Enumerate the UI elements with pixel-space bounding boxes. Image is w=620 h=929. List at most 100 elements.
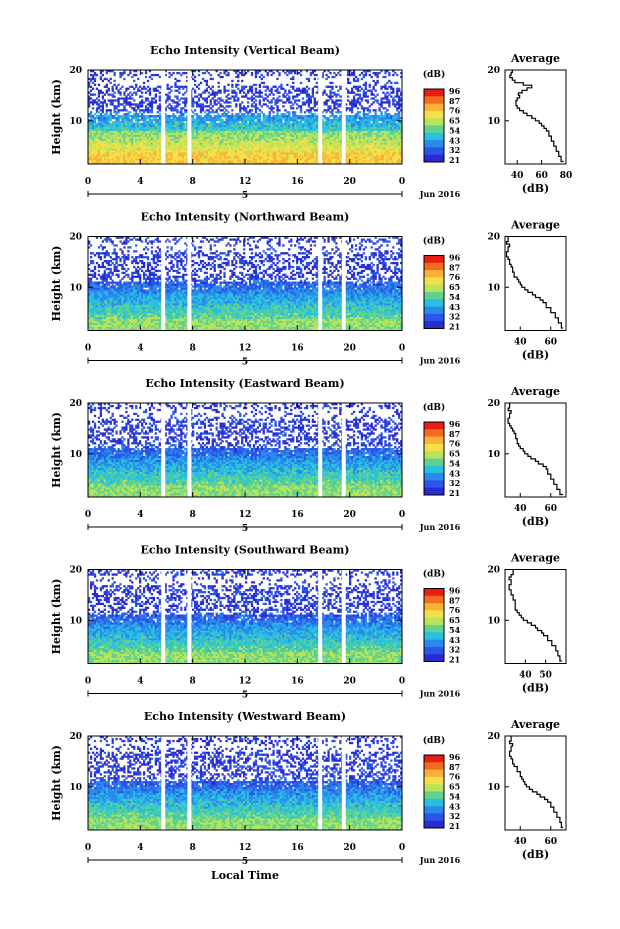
data-gap	[342, 570, 346, 664]
data-gap	[161, 403, 165, 497]
colorbar-swatch	[424, 307, 444, 315]
date-label: Jun 2016	[419, 356, 461, 366]
x-tick-label: 0	[399, 344, 405, 354]
day-marker: 5	[242, 524, 248, 534]
heatmap-cells	[88, 570, 402, 664]
heatmap-title: Echo Intensity (Vertical Beam)	[150, 44, 340, 57]
y-tick-label: 10	[487, 283, 500, 293]
colorbar-tick-label: 43	[449, 635, 461, 645]
colorbar-swatch	[424, 104, 444, 112]
x-tick-label: 12	[239, 677, 252, 687]
colorbar-tick-label: 96	[449, 419, 461, 429]
x-tick-label: 4	[137, 344, 143, 354]
y-tick-label: 20	[487, 66, 500, 76]
colorbar-swatch	[424, 784, 444, 792]
y-tick-label: 20	[69, 233, 82, 243]
heatmap-cells	[88, 403, 402, 497]
colorbar-swatch	[424, 806, 444, 814]
x-tick-label: 0	[399, 510, 405, 520]
colorbar-tick-label: 32	[449, 478, 460, 488]
x-tick-label: 50	[539, 671, 552, 681]
average-title: Average	[510, 552, 560, 565]
x-tick-label: 0	[85, 177, 91, 187]
colorbar-swatch	[424, 437, 444, 445]
date-label: Jun 2016	[419, 689, 461, 699]
colorbar-swatch	[424, 429, 444, 437]
heatmap-panel-4: Echo Intensity (Southward Beam)1020Heigh…	[50, 544, 461, 701]
y-tick-label: 10	[487, 450, 500, 460]
x-tick-label: 20	[343, 843, 356, 853]
colorbar-tick-label: 76	[449, 772, 461, 782]
average-frame	[505, 570, 566, 664]
colorbar-swatch	[424, 96, 444, 104]
heatmap-cells	[88, 736, 402, 830]
colorbar-tick-label: 32	[449, 645, 460, 655]
data-gap	[318, 70, 322, 164]
colorbar-tick-label: 21	[449, 322, 460, 332]
panels: Echo Intensity (Vertical Beam) 10 20 Height…	[50, 44, 572, 867]
average-title: Average	[510, 385, 560, 398]
x-tick-label: 16	[291, 843, 304, 853]
y-tick-label: 20	[487, 566, 500, 576]
colorbar-tick-label: 43	[449, 468, 461, 478]
x-axis-label: (dB)	[522, 848, 549, 861]
colorbar-tick-label: 54	[449, 292, 461, 302]
x-tick-label: 16	[291, 344, 304, 354]
y-tick-label: 10	[69, 450, 82, 460]
colorbar-swatch	[424, 444, 444, 452]
x-axis-label: (dB)	[522, 515, 549, 528]
data-gap	[161, 736, 165, 830]
colorbar-tick-label: 65	[449, 282, 460, 292]
colorbar-tick-label: 65	[449, 116, 460, 126]
x-tick-label: 40	[514, 338, 527, 348]
day-marker: 5	[242, 358, 248, 368]
colorbar-swatch	[424, 466, 444, 474]
colorbar-tick-label: 87	[449, 429, 460, 439]
colorbar-unit: (dB)	[423, 402, 445, 413]
x-tick-label: 60	[544, 504, 557, 514]
colorbar-swatch	[424, 589, 444, 597]
data-gap	[342, 237, 346, 331]
colorbar-swatch	[424, 285, 444, 293]
average-frame	[505, 70, 566, 164]
x-tick-label: 0	[85, 843, 91, 853]
colorbar-swatch	[424, 625, 444, 633]
colorbar-tick-label: 43	[449, 135, 461, 145]
y-tick-label: 20	[69, 732, 82, 742]
colorbar-swatch	[424, 314, 444, 322]
x-tick-label: 12	[239, 177, 252, 187]
x-axis-label: (dB)	[522, 349, 549, 362]
heatmap-cells	[88, 237, 402, 331]
colorbar-swatch	[424, 654, 444, 662]
x-tick-label: 12	[239, 510, 252, 520]
y-tick-label: 20	[487, 732, 500, 742]
y-tick-label: 10	[69, 117, 82, 127]
colorbar-swatch	[424, 647, 444, 655]
colorbar-tick-label: 54	[449, 791, 461, 801]
colorbar-swatch	[424, 755, 444, 763]
colorbar-tick-label: 21	[449, 155, 460, 165]
x-tick-label: 40	[514, 837, 527, 847]
x-tick-label: 80	[560, 171, 573, 181]
y-axis-label: Height (km)	[50, 412, 63, 488]
x-axis-label: (dB)	[522, 182, 549, 195]
x-tick-label: 4	[137, 843, 143, 853]
colorbar-swatch	[424, 632, 444, 640]
colorbar-swatch	[424, 126, 444, 134]
heatmap-panel-1: Echo Intensity (Vertical Beam)1020Height…	[50, 44, 461, 201]
colorbar-tick-label: 96	[449, 586, 461, 596]
x-tick-label: 8	[190, 177, 196, 187]
y-tick-label: 20	[487, 399, 500, 409]
y-tick-label: 20	[487, 233, 500, 243]
average-title: Average	[510, 219, 560, 232]
x-tick-label: 20	[343, 677, 356, 687]
colorbar-swatch	[424, 821, 444, 829]
colorbar-tick-label: 76	[449, 272, 461, 282]
